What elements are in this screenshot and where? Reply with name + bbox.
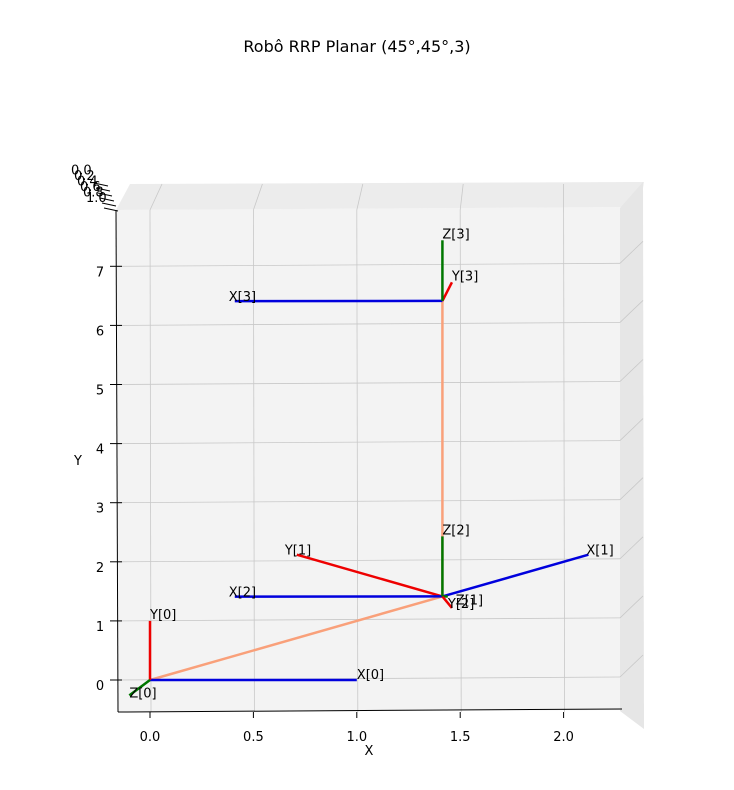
z-tick-label: 0.2 [74, 169, 95, 184]
x-tick-label: 1.5 [450, 730, 471, 745]
z-tick-label: 0.4 [77, 175, 98, 190]
xz-pane [116, 182, 644, 210]
z-ticks: 0.00.20.40.60.81.0 [71, 164, 119, 212]
y-axis-label: Y [73, 454, 82, 469]
z-tick-mark [101, 202, 117, 207]
y-tick-label: 1 [96, 620, 104, 635]
chart-title: Robô RRP Planar (45°,45°,3) [243, 37, 470, 56]
axes [115, 209, 623, 713]
x-tick-label: 2.0 [553, 730, 574, 745]
z-tick-mark [93, 182, 109, 187]
y-ticks: 0 1 2 3 4 5 6 7 [96, 265, 122, 694]
frame-2-x-axis-label: X[2] [229, 586, 256, 601]
frame-3-x-axis-label: X[3] [229, 290, 256, 305]
grid-line-y [117, 558, 621, 563]
grid-line-x [459, 209, 462, 713]
x-tick-label: 0.0 [140, 730, 161, 745]
grid-line-xz [459, 183, 464, 211]
z-tick-mark [99, 197, 115, 202]
frame-0-x-axis-label: X[0] [357, 668, 384, 683]
grid-line-yz [619, 477, 644, 500]
frame-3-y-axis-label: Y[3] [451, 269, 478, 284]
frame-0-z-axis [128, 678, 151, 697]
frame-1-y-axis [296, 553, 443, 598]
frame-0-y-axis-label: Y[0] [149, 608, 176, 623]
grid-line-yz [619, 359, 644, 382]
frame-2-y-axis-label: Y[2] [447, 597, 474, 612]
frame-2-y-axis [441, 595, 453, 609]
x-ticks: 0.0 0.5 1.0 1.5 2.0 [140, 712, 574, 745]
x-tick-label: 0.5 [243, 730, 264, 745]
y-tick-label: 4 [96, 443, 104, 458]
frame-1-z-axis-label: Z[1] [456, 593, 483, 608]
x-axis-line [117, 708, 623, 713]
grid-line-yz [619, 300, 644, 323]
grid-line-y [117, 617, 621, 622]
x-tick-label: 1.0 [346, 730, 367, 745]
grid-line-xz [149, 183, 163, 211]
grid-line-yz [619, 241, 644, 264]
grid-line-yz [619, 595, 644, 619]
z-tick-label: 0.8 [83, 186, 104, 201]
y-tick-label: 0 [96, 679, 104, 694]
grid-line-yz [619, 654, 644, 678]
z-tick-mark [103, 207, 119, 212]
grid-line-yz [619, 536, 644, 560]
frame-3-z-axis-label: Z[3] [442, 227, 469, 242]
y-tick-label: 2 [96, 561, 104, 576]
xy-pane [116, 207, 643, 712]
frame-3-y-axis [441, 281, 454, 302]
frame-2-z-axis-label: Z[2] [442, 523, 469, 538]
grid-line-xz [356, 183, 364, 211]
y-tick-label: 3 [96, 502, 104, 517]
grid-line-x [356, 209, 359, 713]
grid-line-y [117, 381, 621, 385]
grid-line-xz [253, 183, 263, 211]
y-tick-label: 7 [96, 265, 104, 280]
z-tick-label: 0.0 [71, 164, 92, 179]
grid-line-y [117, 440, 621, 444]
grid-line-yz [619, 418, 644, 441]
grid-line-x [252, 209, 255, 713]
grid-line-x [563, 209, 565, 713]
z-tick-mark [97, 192, 113, 197]
plot-area: X[0] Y[0] Z[0] X[1] Y[1] Z[1] X[2] Y[2] Z[2] X[3]… [128, 227, 614, 701]
grid-line-y [117, 322, 621, 326]
y-tick-label: 6 [96, 324, 104, 339]
grid [117, 183, 644, 713]
z-tick-label: 0.6 [80, 180, 101, 195]
y-axis-line [115, 209, 119, 713]
z-tick-label: 1.0 [86, 191, 107, 206]
x-axis-label: X [365, 744, 374, 759]
y-tick-label: 5 [96, 384, 104, 399]
grid-line-y [117, 499, 621, 504]
frame-1-x-axis [442, 553, 589, 598]
grid-line-y [117, 262, 621, 267]
frame-1-x-axis-label: X[1] [586, 544, 613, 559]
z-tick-mark [95, 187, 111, 192]
frame-0-z-axis-label: Z[0] [129, 686, 156, 701]
yz-pane [620, 182, 644, 729]
frame-1-y-axis-label: Y[1] [284, 544, 311, 559]
